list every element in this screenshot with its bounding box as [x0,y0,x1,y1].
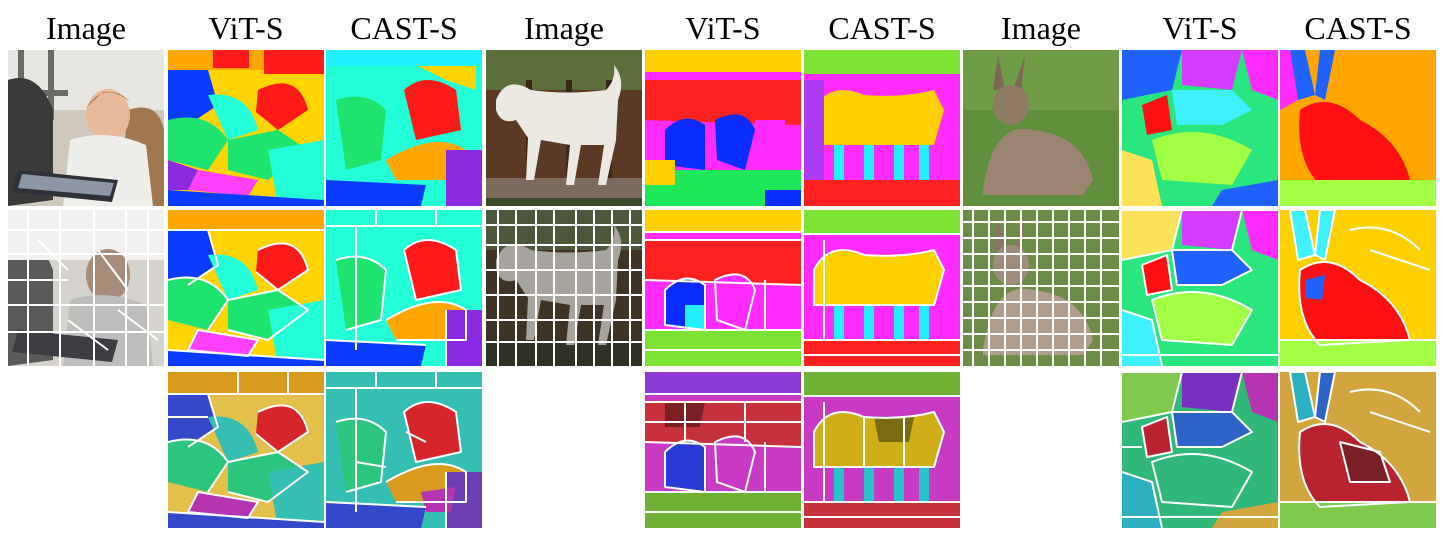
seg-vit-dog-row2 [645,210,801,366]
photo-dog [486,50,642,206]
header-image-2: Image [524,10,604,46]
photo-hare [963,50,1119,206]
header-vit-1: ViT-S [208,10,284,46]
seg-cast-baby-row1 [326,50,482,206]
header-cast-2: CAST-S [828,10,936,46]
seg-vit-baby-row2 [168,210,324,366]
seg-cast-baby-row2 [326,210,482,366]
photo-baby [8,50,164,206]
header-image-3: Image [1001,10,1081,46]
overlay-baby [8,210,164,366]
seg-cast-dog-row2 [804,210,960,366]
seg-vit-hare-row3 [1122,372,1278,528]
header-cast-3: CAST-S [1304,10,1412,46]
seg-cast-dog-row1 [804,50,960,206]
seg-cast-hare-row2 [1280,210,1436,366]
seg-cast-dog-row3 [804,372,960,528]
header-image-1: Image [46,10,126,46]
seg-vit-baby-row1 [168,50,324,206]
seg-cast-hare-row1 [1280,50,1436,206]
seg-cast-baby-row3 [326,372,482,528]
seg-vit-baby-row3 [168,372,324,528]
overlay-hare [963,210,1119,366]
header-cast-1: CAST-S [350,10,458,46]
seg-vit-dog-row3 [645,372,801,528]
seg-vit-dog-row1 [645,50,801,206]
header-vit-3: ViT-S [1162,10,1238,46]
seg-vit-hare-row1 [1122,50,1278,206]
overlay-dog [486,210,642,366]
seg-vit-hare-row2 [1122,210,1278,366]
header-vit-2: ViT-S [685,10,761,46]
seg-cast-hare-row3 [1280,372,1436,528]
